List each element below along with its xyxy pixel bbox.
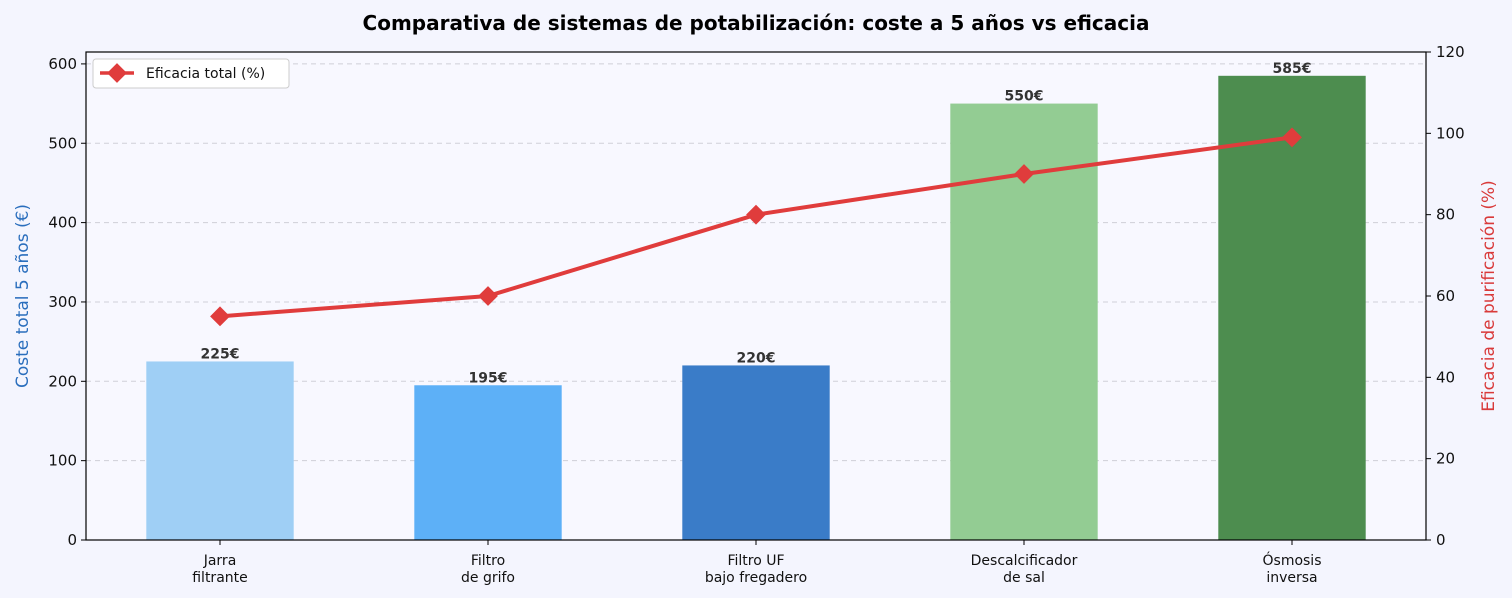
legend-entry-label: Eficacia total (%): [146, 66, 265, 82]
legend-marker-swatch: [107, 63, 127, 83]
bar-value-label: 585€: [1273, 61, 1312, 77]
bar: [682, 365, 830, 540]
y-tick-label-right: 60: [1436, 287, 1455, 305]
line-marker: [478, 286, 498, 306]
x-tick-label: Descalcificador de sal: [971, 553, 1078, 586]
y-tick-label-right: 100: [1436, 124, 1465, 142]
bar: [1218, 75, 1366, 541]
x-tick-label: Ósmosis inversa: [1263, 551, 1322, 586]
y-tick-label-right: 120: [1436, 43, 1465, 61]
y-tick-label-right: 20: [1436, 450, 1455, 468]
bars: [146, 75, 1366, 541]
legend-box: [92, 58, 290, 89]
y-tick-label-left: 500: [48, 134, 77, 152]
y-axis-left-label: Coste total 5 años (€): [13, 204, 33, 388]
bar-value-label: 550€: [1005, 89, 1044, 105]
x-tick-label: Filtro de grifo: [461, 553, 515, 586]
y-tick-label-right: 80: [1436, 206, 1455, 224]
bar-value-label: 225€: [201, 346, 240, 362]
y-tick-label-left: 0: [67, 531, 77, 549]
y-axis-right-label: Eficacia de purificación (%): [1479, 180, 1499, 412]
bar-value-label: 195€: [469, 370, 508, 386]
y-axis-left: 0 100 200 300 400 500 600: [48, 55, 86, 549]
y-tick-label-right: 40: [1436, 368, 1455, 386]
line-series: [210, 127, 1302, 327]
y-tick-label-left: 400: [48, 214, 77, 232]
bar-labels: 225€ 195€ 220€ 550€ 585€: [201, 61, 1312, 386]
y-tick-label-left: 300: [48, 293, 77, 311]
x-tick-label: Filtro UF bajo fregadero: [705, 553, 807, 586]
bar-value-label: 220€: [737, 350, 776, 366]
y-axis-right: 0 20 40 60 80 100 120: [1426, 43, 1465, 549]
y-tick-label-left: 200: [48, 372, 77, 390]
bar: [414, 385, 562, 540]
x-tick-label: Jarra filtrante: [192, 553, 248, 586]
y-tick-label-right: 0: [1436, 531, 1446, 549]
line-marker: [210, 306, 230, 327]
legend: Eficacia total (%): [92, 58, 290, 89]
line-marker: [1282, 127, 1302, 148]
x-axis: Jarra filtrante Filtro de grifo Filtro UF baj…: [192, 540, 1322, 586]
chart-title: Comparativa de sistemas de potabilizació…: [363, 11, 1150, 35]
y-tick-label-left: 600: [48, 55, 77, 73]
y-tick-label-left: 100: [48, 452, 77, 470]
bar: [146, 361, 294, 540]
